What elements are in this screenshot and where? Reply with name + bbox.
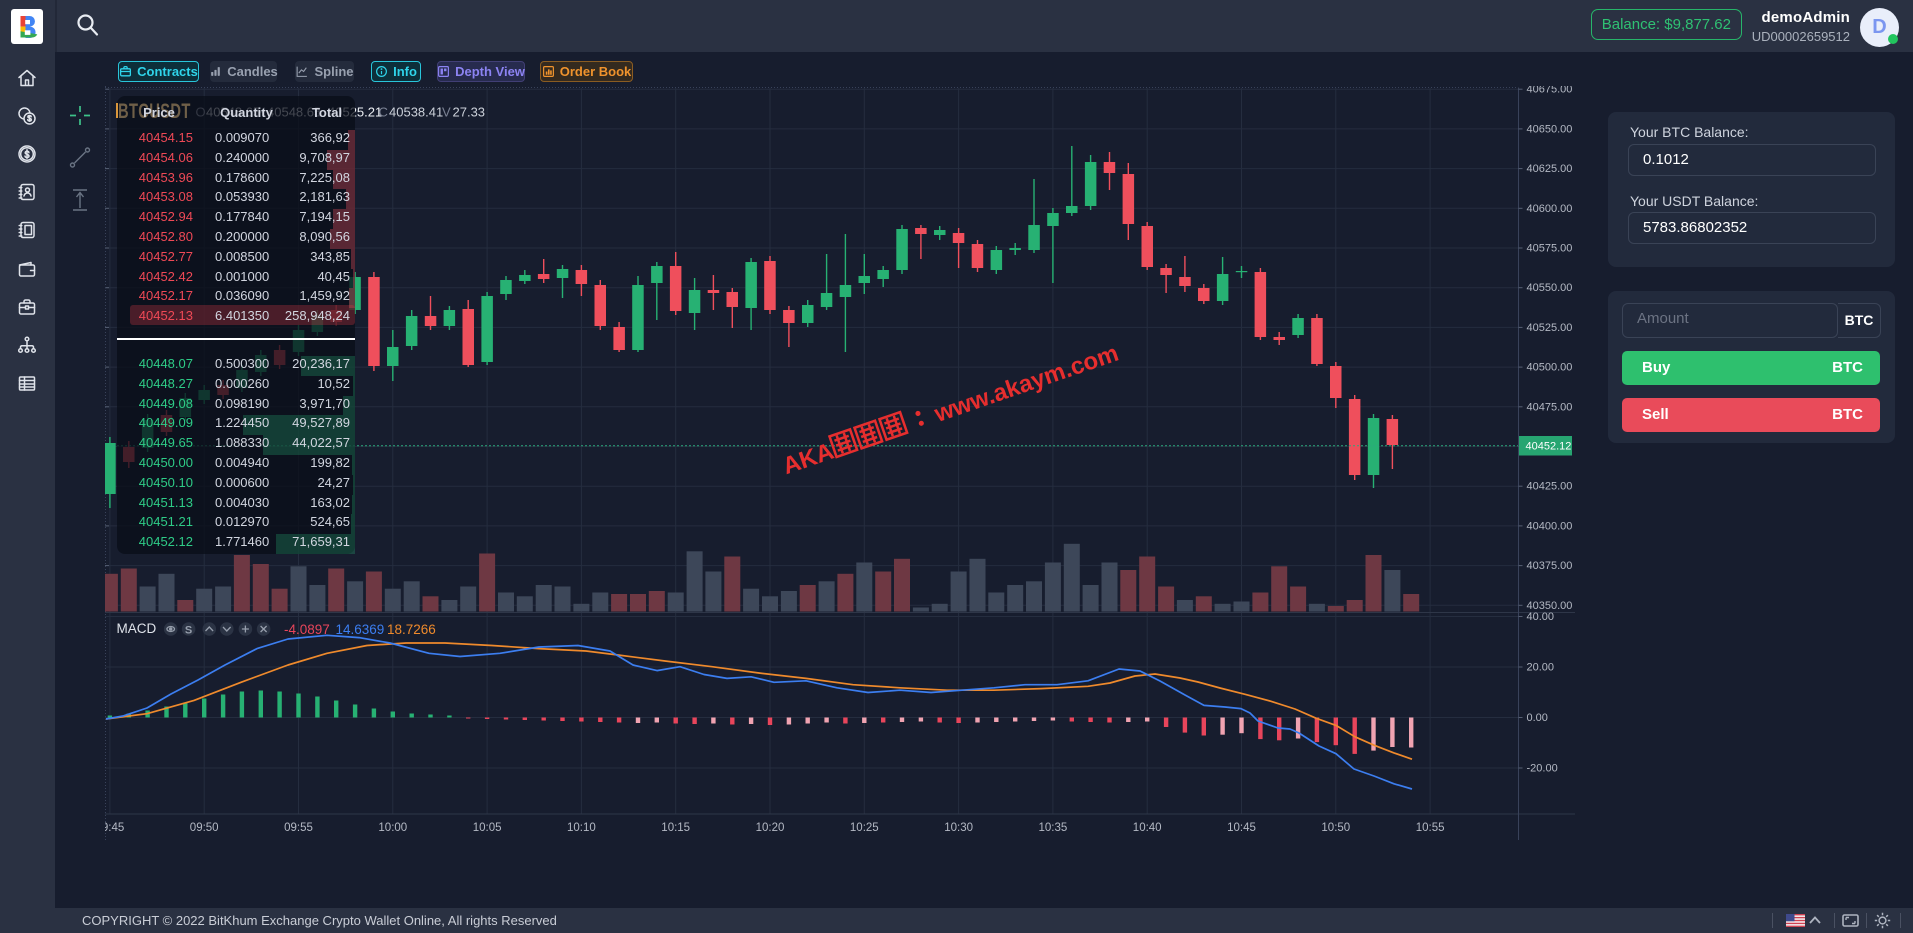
- svg-text:S: S: [185, 625, 192, 637]
- svg-text:10:00: 10:00: [378, 822, 407, 834]
- svg-text:10:10: 10:10: [567, 822, 596, 834]
- svg-text:14.6369: 14.6369: [336, 622, 385, 637]
- svg-text:40538.41: 40538.41: [389, 105, 443, 120]
- svg-text:40675.00: 40675.00: [1527, 86, 1573, 96]
- svg-text:10:35: 10:35: [1039, 822, 1068, 834]
- svg-text:20.00: 20.00: [1527, 662, 1555, 674]
- svg-text:10:25: 10:25: [850, 822, 879, 834]
- svg-text:40375.00: 40375.00: [1527, 560, 1573, 572]
- svg-text:C: C: [379, 105, 388, 120]
- svg-text:40600.00: 40600.00: [1527, 203, 1573, 215]
- svg-text:40650.00: 40650.00: [1527, 123, 1573, 135]
- svg-text:18.7266: 18.7266: [387, 622, 436, 637]
- svg-text:MACD: MACD: [117, 621, 157, 636]
- svg-text:10:55: 10:55: [1416, 822, 1445, 834]
- svg-text:40350.00: 40350.00: [1527, 600, 1573, 612]
- svg-text:40525.00: 40525.00: [1527, 322, 1573, 334]
- svg-text:40400.00: 40400.00: [1527, 520, 1573, 532]
- svg-text:40575.00: 40575.00: [1527, 243, 1573, 255]
- svg-text:10:15: 10:15: [661, 822, 690, 834]
- svg-text:40452.12: 40452.12: [1526, 441, 1572, 453]
- svg-text:40.00: 40.00: [1527, 611, 1555, 623]
- svg-text:27.33: 27.33: [453, 105, 486, 120]
- svg-text:10:40: 10:40: [1133, 822, 1162, 834]
- svg-text:40550.00: 40550.00: [1527, 282, 1573, 294]
- svg-text:-4.0897: -4.0897: [284, 622, 330, 637]
- svg-text:09:50: 09:50: [190, 822, 219, 834]
- svg-text:10:05: 10:05: [473, 822, 502, 834]
- svg-text:0.00: 0.00: [1527, 712, 1548, 724]
- svg-text:10:50: 10:50: [1321, 822, 1350, 834]
- svg-text:10:20: 10:20: [756, 822, 785, 834]
- svg-text:09:45: 09:45: [105, 822, 124, 834]
- svg-text:10:45: 10:45: [1227, 822, 1256, 834]
- svg-text:40625.00: 40625.00: [1527, 163, 1573, 175]
- svg-text:40475.00: 40475.00: [1527, 401, 1573, 413]
- svg-text:40500.00: 40500.00: [1527, 362, 1573, 374]
- svg-text:10:30: 10:30: [944, 822, 973, 834]
- svg-text:-20.00: -20.00: [1527, 763, 1558, 775]
- svg-text:09:55: 09:55: [284, 822, 313, 834]
- svg-text:40425.00: 40425.00: [1527, 481, 1573, 493]
- svg-text:V: V: [442, 105, 451, 120]
